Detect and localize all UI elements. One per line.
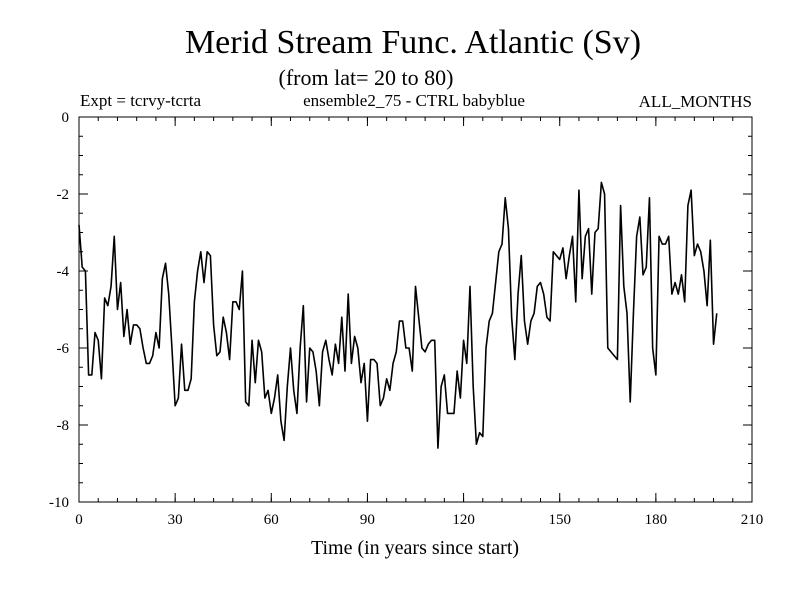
y-tick-label: -8 [57,418,70,434]
header-ensemble: ensemble2_75 - CTRL babyblue [303,91,525,110]
y-tick-label: -4 [57,264,70,280]
axis-tick-labels: 0 30 60 90 120 150 180 210 0 -2 -4 -6 -8 -10 [49,110,763,528]
y-tick-label: -6 [57,341,70,357]
chart-subtitle: (from lat= 20 to 80) [279,65,454,90]
series-layer [78,181,718,449]
x-tick-label: 90 [360,512,375,528]
y-tick-label: 0 [62,110,70,126]
x-tick-label: 30 [168,512,183,528]
header-experiment: Expt = tcrvy-tcrta [80,91,201,110]
x-tick-label: 180 [645,512,668,528]
y-tick-label: -10 [49,495,69,511]
axis-ticks [78,116,753,503]
x-tick-label: 60 [264,512,279,528]
x-axis-label: Time (in years since start) [311,537,519,559]
chart-title: Merid Stream Func. Atlantic (Sv) [185,24,641,61]
x-tick-label: 0 [75,512,83,528]
series-line [78,181,718,449]
x-tick-label: 210 [741,512,764,528]
y-tick-label: -2 [57,187,70,203]
x-tick-label: 150 [548,512,571,528]
x-tick-label: 120 [452,512,475,528]
header-months: ALL_MONTHS [639,92,752,111]
